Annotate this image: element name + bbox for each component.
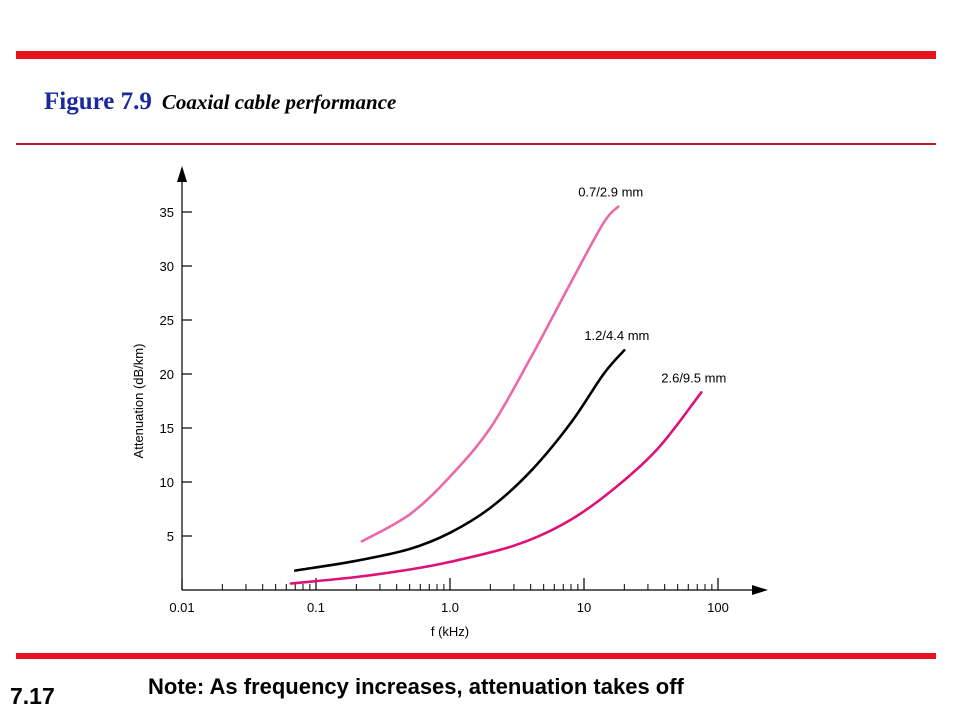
- chart-ticks: 5 10 15 20 25 30 35 0.01 0.1 1.0 10 100: [160, 205, 729, 615]
- top-rule: [16, 51, 936, 59]
- x-tick-label: 0.01: [169, 600, 194, 615]
- attenuation-chart: 5 10 15 20 25 30 35 0.01 0.1 1.0 10 100 0.7/2.9 mm 1…: [131, 166, 768, 639]
- y-axis-arrow: [177, 166, 187, 182]
- y-tick-label: 10: [160, 475, 174, 490]
- title-rule: [16, 143, 936, 145]
- series-label-3: 2.6/9.5 mm: [661, 370, 726, 385]
- series-line-3: [289, 391, 703, 585]
- x-axis-title: f (kHz): [431, 624, 469, 639]
- y-tick-label: 35: [160, 205, 174, 220]
- chart-labels: 0.7/2.9 mm 1.2/4.4 mm 2.6/9.5 mm f (kHz) Att…: [131, 185, 726, 639]
- y-tick-label: 25: [160, 313, 174, 328]
- y-tick-label: 15: [160, 421, 174, 436]
- series-label-2: 1.2/4.4 mm: [584, 328, 649, 343]
- figure-label: Figure 7.9: [44, 88, 152, 115]
- chart-axes: [177, 166, 768, 595]
- series-line-1: [360, 205, 620, 543]
- slide-number: 7.17: [10, 683, 55, 709]
- x-axis-arrow: [752, 585, 768, 595]
- y-tick-label: 5: [167, 529, 174, 544]
- x-tick-label: 1.0: [441, 600, 459, 615]
- x-tick-label: 0.1: [307, 600, 325, 615]
- figure-caption: Coaxial cable performance: [161, 90, 397, 114]
- footer-note: Note: As frequency increases, attenuatio…: [148, 674, 684, 699]
- series-line-2: [293, 348, 626, 572]
- y-tick-label: 30: [160, 259, 174, 274]
- series-label-1: 0.7/2.9 mm: [578, 185, 643, 200]
- slide-title: Figure 7.9 Coaxial cable performance: [44, 88, 396, 116]
- x-tick-label: 10: [577, 600, 591, 615]
- x-tick-label: 100: [707, 600, 729, 615]
- y-axis-title: Attenuation (dB/km): [131, 344, 146, 459]
- chart-curves: [289, 205, 703, 585]
- bottom-rule: [16, 653, 936, 659]
- y-tick-label: 20: [160, 367, 174, 382]
